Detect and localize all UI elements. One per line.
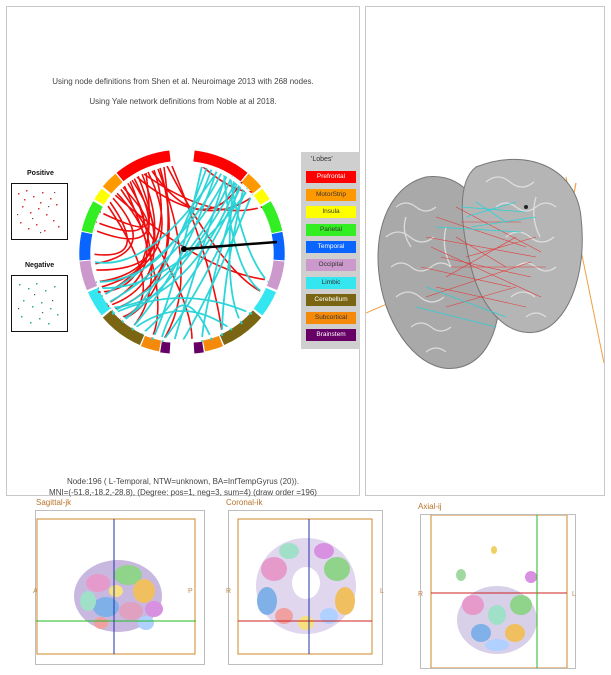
legend-item-parietal[interactable]: Parietal <box>306 223 356 236</box>
ring-segment-cerebellum-left <box>102 310 145 346</box>
positive-label: Positive <box>27 170 54 177</box>
negative-label: Negative <box>25 262 55 269</box>
axial-brain-atlas <box>456 546 537 654</box>
ring-segment-temporal-left <box>79 231 93 261</box>
positive-matrix-dots <box>17 190 60 234</box>
sagittal-title: Sagittal-jk <box>36 498 72 507</box>
positive-matrix-thumbnail[interactable] <box>11 183 68 240</box>
ring-segment-parietal-left <box>81 201 103 234</box>
ring-segment-occipital-right <box>266 260 285 291</box>
lobes-legend: 'Lobes' Prefrontal MotorStrip Insula Pariet… <box>301 152 360 349</box>
axial-title: Axial-ij <box>418 502 442 511</box>
ring-segment-motorstrip-left <box>102 173 123 194</box>
coronal-right-orientation: L <box>380 588 384 595</box>
legend-item-occipital[interactable]: Occipital <box>306 259 356 271</box>
coronal-brain-atlas <box>256 538 356 634</box>
legend-item-limbic[interactable]: Limbic <box>306 276 356 289</box>
legend-item-motorstrip[interactable]: MotorStrip <box>306 188 356 201</box>
chord-diagram[interactable] <box>67 147 307 357</box>
legend-title: 'Lobes' <box>311 156 333 163</box>
legend-item-prefrontal[interactable]: Prefrontal <box>306 171 356 183</box>
sagittal-view[interactable] <box>35 510 205 665</box>
ring-segment-brainstem-left <box>160 341 171 354</box>
network-definition-text: Using Yale network definitions from Nobl… <box>89 97 277 106</box>
ring-segment-prefrontal-right <box>193 150 248 182</box>
node-info-line1: Node:196 ( L-Temporal, NTW=unknown, BA=I… <box>66 477 300 486</box>
brain-positive-connections <box>420 206 546 308</box>
legend-item-cerebellum[interactable]: Cerebellum <box>306 294 356 307</box>
coronal-frame <box>237 518 373 655</box>
legend-item-subcortical[interactable]: Subcortical <box>306 311 356 324</box>
ring-segment-motorstrip-right <box>241 173 262 194</box>
ring-segment-subcortical-left <box>140 335 162 352</box>
ring-segment-occipital-left <box>79 260 98 291</box>
inner-ring <box>91 161 273 343</box>
legend-item-insula[interactable]: Insula <box>306 206 356 219</box>
sagittal-frame <box>36 518 196 655</box>
negative-matrix-dots <box>18 283 59 325</box>
ring-segment-limbic-left <box>87 287 111 316</box>
axial-left-orientation: R <box>418 591 424 598</box>
selected-node-marker[interactable] <box>181 246 187 252</box>
axial-right-orientation: L <box>572 591 576 598</box>
legend-item-temporal[interactable]: Temporal <box>306 241 356 254</box>
ring-segment-brainstem-right <box>193 341 204 354</box>
coronal-view[interactable] <box>228 510 383 665</box>
negative-links <box>93 165 269 343</box>
axial-frame <box>430 515 568 668</box>
node-definition-text: Using node definitions from Shen et al. … <box>52 77 314 86</box>
sagittal-left-orientation: A <box>33 588 38 595</box>
coronal-left-orientation: R <box>226 588 232 595</box>
ring-segment-insula-right <box>253 188 270 205</box>
selected-node-3d[interactable] <box>524 205 528 209</box>
sagittal-right-orientation: P <box>188 588 193 595</box>
node-info-line2: MNI=(-51.8,-18.2,-28.8), (Degree: pos=1,… <box>49 488 317 497</box>
brain-negative-connections <box>415 201 537 328</box>
brain-3d-view[interactable] <box>365 6 605 496</box>
lobe-ring-left <box>79 150 171 354</box>
sagittal-brain-atlas <box>74 560 163 632</box>
ring-segment-limbic-right <box>253 287 277 316</box>
coronal-title: Coronal-ik <box>226 498 263 507</box>
ring-segment-temporal-right <box>271 231 285 261</box>
selected-node-pointer <box>183 240 278 251</box>
ring-segment-prefrontal-left <box>116 150 171 182</box>
ring-segment-insula-left <box>94 188 111 205</box>
lobe-ring-right <box>193 150 285 354</box>
axial-view[interactable] <box>420 514 576 669</box>
ring-segment-cerebellum-right <box>219 310 262 346</box>
negative-matrix-thumbnail[interactable] <box>11 275 68 332</box>
ring-segment-subcortical-right <box>202 335 224 352</box>
brain-3d-render[interactable] <box>365 7 605 495</box>
legend-item-brainstem[interactable]: Brainstem <box>306 329 356 342</box>
ring-segment-parietal-right <box>261 201 283 234</box>
